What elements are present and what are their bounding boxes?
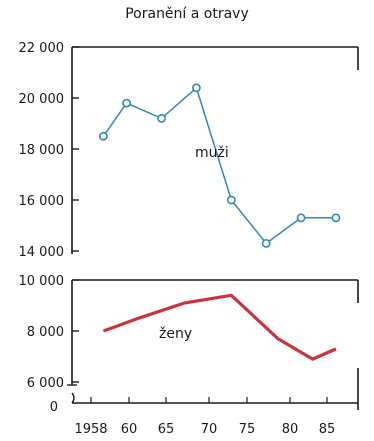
axis-break-curve [71,392,75,404]
x-tick-label: 1958 [74,422,107,437]
top-y-tick-label: 14 000 [19,245,65,260]
top-y-tick-label: 20 000 [19,92,65,107]
series-muzi-label: muži [195,145,229,161]
series-zeny-label: ženy [159,326,192,342]
x-tick-label: 70 [201,422,218,437]
bottom-y-tick-label: 8 000 [27,325,64,340]
series-muzi-point [191,83,201,93]
series-muzi-line [102,86,336,245]
top-y-tick-label: 18 000 [19,143,65,158]
series-muzi-point [296,213,306,223]
chart-title: Poranění a otravy [125,6,249,22]
bottom-y-tick-label: 10 000 [19,274,65,289]
x-tick-label: 75 [239,422,256,437]
x-tick-label: 85 [319,422,336,437]
series-muzi-point [261,238,271,248]
series-muzi-point [122,98,132,108]
zero-tick-label: 0 [50,400,58,415]
top-y-tick-label: 22 000 [19,41,65,56]
x-tick-label: 65 [158,422,175,437]
series-muzi-point [331,213,341,223]
series-muzi-point [226,195,236,205]
x-tick-label: 80 [282,422,299,437]
series-zeny-line [102,293,337,361]
series-muzi-point [98,131,108,141]
series-muzi-point [157,114,166,123]
top-y-tick-label: 16 000 [19,194,65,209]
bottom-y-tick-label: 6 000 [27,376,64,391]
x-tick-label: 60 [121,422,138,437]
